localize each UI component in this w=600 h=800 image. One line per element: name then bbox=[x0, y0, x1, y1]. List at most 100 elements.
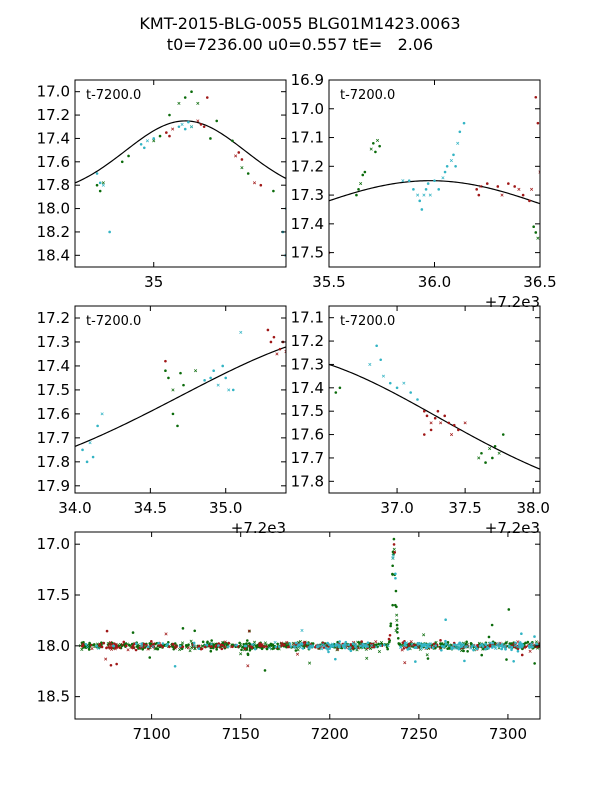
x-tick-label: 7150 bbox=[222, 725, 260, 743]
data-point bbox=[434, 644, 437, 647]
data-point bbox=[347, 647, 351, 651]
data-point bbox=[533, 662, 536, 665]
y-tick-label: 17.5 bbox=[291, 402, 324, 420]
data-point bbox=[535, 643, 539, 646]
data-point bbox=[293, 645, 296, 648]
data-point bbox=[152, 137, 156, 140]
data-point bbox=[386, 643, 390, 648]
data-point bbox=[311, 645, 314, 648]
data-point bbox=[247, 629, 251, 633]
data-point bbox=[253, 647, 257, 651]
data-point bbox=[285, 640, 289, 644]
data-point bbox=[449, 433, 454, 437]
x-tick-label: 36.0 bbox=[418, 273, 451, 291]
data-point bbox=[445, 165, 449, 168]
x-tick-label: 7300 bbox=[489, 725, 527, 743]
x-tick-label: 7100 bbox=[133, 725, 171, 743]
data-point bbox=[409, 391, 412, 394]
data-point bbox=[324, 646, 328, 650]
data-point bbox=[537, 641, 540, 645]
data-point bbox=[124, 642, 127, 645]
data-point bbox=[246, 172, 250, 175]
data-point bbox=[464, 645, 467, 649]
y-tick-label: 17.4 bbox=[37, 357, 70, 375]
data-point bbox=[148, 656, 152, 659]
data-point bbox=[426, 182, 430, 185]
data-point bbox=[255, 644, 259, 648]
data-point bbox=[379, 358, 383, 362]
data-point bbox=[507, 182, 510, 185]
y-tick-label: 17.3 bbox=[291, 355, 324, 373]
plot-area bbox=[75, 90, 286, 257]
data-point bbox=[403, 643, 406, 647]
data-point bbox=[474, 645, 477, 648]
data-point bbox=[322, 646, 326, 649]
data-point bbox=[496, 185, 500, 188]
data-point bbox=[334, 643, 338, 646]
data-point bbox=[131, 631, 135, 634]
data-point bbox=[477, 193, 481, 197]
data-point bbox=[224, 376, 228, 380]
data-point bbox=[409, 640, 413, 644]
data-point bbox=[294, 649, 298, 652]
data-point bbox=[85, 645, 89, 649]
data-point bbox=[166, 642, 170, 646]
data-point bbox=[375, 344, 378, 348]
data-point bbox=[407, 179, 411, 182]
data-point bbox=[235, 643, 238, 647]
data-point bbox=[112, 644, 115, 648]
data-point bbox=[516, 640, 520, 644]
data-point bbox=[98, 643, 102, 648]
series-KMTA bbox=[81, 330, 243, 464]
data-point bbox=[300, 628, 304, 633]
data-point bbox=[178, 648, 182, 652]
data-point bbox=[336, 647, 340, 651]
data-point bbox=[426, 657, 430, 660]
data-point bbox=[414, 660, 417, 663]
data-point bbox=[528, 199, 531, 203]
data-point bbox=[520, 642, 524, 646]
data-point bbox=[497, 645, 501, 648]
data-point bbox=[388, 381, 392, 385]
data-point bbox=[361, 173, 365, 177]
data-point bbox=[87, 648, 91, 651]
data-point bbox=[316, 645, 320, 649]
data-point bbox=[524, 641, 528, 645]
data-point bbox=[500, 193, 504, 197]
data-point bbox=[444, 618, 447, 622]
data-point bbox=[416, 641, 420, 645]
data-point bbox=[517, 187, 521, 191]
data-point bbox=[93, 643, 96, 646]
panel-2: 16.9 17.0 17.1 17.2 17.3 17.4 17.5 35.5 36.0 36.5… bbox=[291, 71, 557, 311]
series-KMTA bbox=[368, 344, 419, 401]
data-point bbox=[284, 350, 286, 354]
data-point bbox=[488, 641, 492, 645]
data-point bbox=[223, 640, 227, 644]
y-tick-label: 18.2 bbox=[37, 223, 70, 241]
data-point bbox=[262, 645, 266, 649]
data-point bbox=[469, 641, 473, 645]
data-point bbox=[207, 644, 211, 648]
data-point bbox=[391, 603, 394, 607]
data-point bbox=[501, 433, 505, 436]
data-point bbox=[431, 646, 435, 649]
data-point bbox=[449, 159, 453, 163]
data-point bbox=[460, 645, 464, 649]
data-point bbox=[459, 649, 464, 653]
data-point bbox=[131, 644, 135, 647]
data-point bbox=[252, 643, 256, 647]
data-point bbox=[505, 658, 508, 661]
data-point bbox=[84, 643, 88, 646]
data-point bbox=[485, 182, 489, 185]
data-point bbox=[231, 388, 235, 392]
data-point bbox=[180, 641, 185, 645]
data-point bbox=[452, 423, 456, 427]
data-point bbox=[363, 170, 367, 174]
figure-title-line2: t0=7236.00 u0=0.557 tE= 2.06 bbox=[166, 35, 434, 54]
data-point bbox=[157, 644, 160, 647]
panel-3: 17.2 17.3 17.4 17.5 17.6 17.7 17.8 17.9 34.0 34.5… bbox=[37, 305, 287, 537]
data-point bbox=[275, 352, 279, 356]
data-point bbox=[349, 649, 353, 653]
data-point bbox=[259, 183, 263, 187]
data-point bbox=[451, 646, 455, 650]
